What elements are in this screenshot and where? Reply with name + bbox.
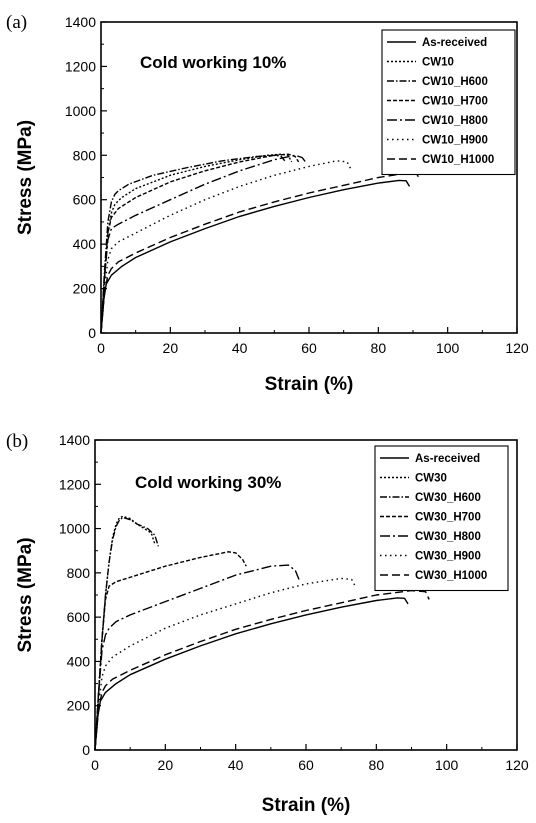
- y-tick-label: 800: [67, 565, 91, 581]
- panel-label: (a): [6, 12, 27, 33]
- y-tick-label: 1200: [59, 476, 90, 492]
- legend-label: CW10_H700: [422, 96, 488, 108]
- series-line-cw10: [100, 153, 293, 334]
- x-tick-label: 20: [163, 340, 179, 356]
- series-line-cw30-h700: [94, 551, 247, 751]
- y-tick-label: 0: [88, 325, 96, 341]
- y-tick-label: 1000: [59, 521, 90, 537]
- legend-label: As-received: [415, 453, 480, 465]
- panel-annotation: Cold working 30%: [135, 473, 281, 492]
- legend-label: CW10: [422, 57, 454, 69]
- y-tick-label: 1400: [59, 432, 90, 448]
- y-tick-label: 1400: [65, 14, 96, 30]
- y-tick-label: 400: [67, 653, 91, 669]
- series-line-as-received: [94, 597, 409, 751]
- x-tick-label: 40: [232, 340, 248, 356]
- panel-label: (b): [6, 431, 28, 452]
- series-line-cw30: [94, 515, 156, 751]
- legend: As-received CW10 CW10_H600 CW10_H700 CW10_H8…: [381, 29, 516, 176]
- y-tick-label: 400: [73, 236, 97, 252]
- legend-label: CW10_H900: [422, 135, 488, 147]
- series-line-as-received: [100, 179, 411, 334]
- x-tick-label: 0: [91, 757, 99, 773]
- x-tick-label: 120: [505, 757, 529, 773]
- x-tick-label: 80: [371, 340, 387, 356]
- legend-label: CW10_H1000: [422, 154, 494, 166]
- y-tick-label: 600: [67, 609, 91, 625]
- x-tick-label: 80: [369, 757, 385, 773]
- y-tick-label: 800: [73, 147, 97, 163]
- x-axis-label: Strain (%): [262, 795, 351, 816]
- x-tick-label: 0: [97, 340, 105, 356]
- series-line-cw30-h900: [94, 577, 356, 751]
- series-line-cw10-h1000: [100, 172, 421, 334]
- series-line-cw10-h600: [100, 154, 286, 334]
- series-line-cw30-h600: [94, 516, 159, 751]
- legend-label: CW30_H900: [415, 551, 481, 563]
- legend-label: As-received: [422, 37, 487, 49]
- legend-label: CW10_H600: [422, 76, 488, 88]
- y-tick-label: 1000: [65, 103, 96, 119]
- y-tick-label: 600: [73, 192, 97, 208]
- series-line-cw10-h800: [100, 154, 307, 334]
- series-line-cw30-h1000: [94, 589, 430, 751]
- series-line-cw10-h900: [100, 160, 352, 334]
- legend-label: CW10_H800: [422, 115, 488, 127]
- x-tick-label: 100: [436, 340, 460, 356]
- legend-label: CW30_H700: [415, 512, 481, 524]
- y-tick-label: 200: [73, 281, 97, 297]
- legend-label: CW30_H1000: [415, 570, 487, 582]
- x-tick-label: 60: [301, 340, 317, 356]
- legend-label: CW30: [415, 473, 447, 485]
- x-tick-label: 40: [228, 757, 244, 773]
- x-tick-label: 120: [505, 340, 529, 356]
- chart-panel-a: (a)0 20 40 60 80 100 1200200400600800100012001…: [6, 12, 529, 395]
- legend: As-received CW30 CW30_H600 CW30_H700 CW30_H8…: [374, 445, 509, 592]
- chart-panel-b: (b)0 20 40 60 80 100 1200200400600800100012001…: [6, 431, 529, 816]
- legend-label: CW30_H800: [415, 531, 481, 543]
- y-tick-label: 1200: [65, 58, 96, 74]
- x-tick-label: 20: [158, 757, 174, 773]
- series-line-cw30-h800: [94, 564, 300, 751]
- y-axis-label: Stress (MPa): [15, 120, 36, 235]
- legend-box: [374, 445, 509, 592]
- x-tick-label: 60: [298, 757, 314, 773]
- panel-annotation: Cold working 10%: [140, 53, 286, 72]
- x-tick-label: 100: [435, 757, 459, 773]
- y-tick-label: 200: [67, 698, 91, 714]
- series-line-cw10-h700: [100, 153, 300, 334]
- legend-box: [381, 29, 516, 176]
- y-tick-label: 0: [82, 742, 90, 758]
- x-axis-label: Strain (%): [265, 374, 354, 395]
- y-axis-label: Stress (MPa): [15, 537, 36, 652]
- legend-label: CW30_H600: [415, 492, 481, 504]
